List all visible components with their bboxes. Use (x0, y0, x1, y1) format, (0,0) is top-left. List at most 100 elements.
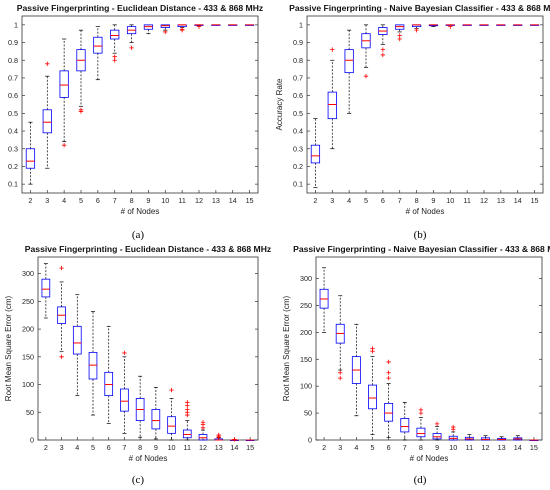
box-8 (126, 24, 137, 51)
box-11 (177, 24, 187, 33)
box-4 (351, 323, 361, 417)
chart-panel-c: Passive Fingerprinting - Euclidean Dista… (4, 244, 271, 463)
chart-panel-a: Passive Fingerprinting - Euclidean Dista… (8, 3, 263, 216)
y-tick-label: 250 (300, 301, 312, 310)
box-4 (344, 29, 354, 114)
y-tick-label: 1 (14, 20, 18, 29)
y-tick-label: 0.1 (8, 180, 18, 189)
box-body (93, 36, 103, 54)
box-15 (529, 439, 539, 442)
x-tick-label: 14 (514, 443, 522, 452)
panel-label: (d) (414, 474, 427, 486)
box-5 (88, 310, 98, 416)
box-body (104, 371, 114, 397)
y-tick-label: 200 (22, 325, 34, 334)
box-4 (59, 38, 69, 148)
x-tick-label: 12 (482, 443, 490, 452)
box-6 (384, 359, 394, 438)
box-body (416, 427, 426, 438)
box-8 (135, 375, 145, 438)
box-body (310, 144, 321, 164)
outlier-marker (78, 109, 84, 114)
outlier-marker (232, 437, 237, 442)
x-tick-label: 2 (44, 443, 48, 452)
plot-area (37, 256, 259, 441)
x-tick-label: 15 (530, 443, 538, 452)
box-body (72, 325, 82, 355)
box-body (198, 434, 208, 441)
y-tick-label: 300 (300, 274, 312, 283)
y-tick-label: 0.1 (293, 180, 303, 189)
box-13 (214, 432, 224, 441)
x-tick-label: 5 (364, 196, 368, 205)
x-tick-label: 3 (60, 443, 64, 452)
box-body (88, 351, 98, 380)
box-7 (400, 401, 410, 441)
box-7 (395, 24, 405, 42)
outlier-marker (185, 407, 190, 412)
panel-label: (c) (132, 474, 145, 486)
x-tick-label: 9 (435, 443, 439, 452)
outlier-marker (380, 52, 386, 58)
x-tick-label: 10 (161, 196, 169, 205)
box-15 (245, 439, 255, 442)
box-10 (445, 24, 455, 29)
outlier-marker (448, 24, 453, 29)
outlier-marker (45, 61, 50, 66)
box-7 (120, 350, 129, 434)
x-tick-label: 6 (107, 443, 111, 452)
box-3 (42, 61, 52, 169)
box-6 (93, 26, 103, 81)
outlier-marker (169, 387, 174, 393)
x-tick-label: 9 (146, 196, 150, 205)
box-body (120, 388, 129, 412)
x-tick-label: 14 (229, 196, 237, 205)
y-axis-label: Accuracy Rate (275, 78, 284, 131)
x-tick-label: 12 (195, 196, 203, 205)
y-tick-label: 250 (22, 297, 34, 306)
box-2 (41, 263, 51, 319)
box-13 (497, 436, 507, 441)
x-tick-label: 6 (96, 196, 100, 205)
box-body (384, 402, 394, 422)
x-tick-label: 8 (130, 196, 134, 205)
x-tick-label: 13 (212, 196, 220, 205)
chart-title: Passive Fingerprinting - Naive Bayesian … (293, 244, 550, 254)
outlier-marker (112, 58, 117, 63)
y-axis-label: Root Mean Square Error (cm) (4, 295, 13, 401)
y-tick-label: 100 (300, 382, 312, 391)
x-tick-label: 9 (154, 443, 158, 452)
x-tick-label: 8 (138, 443, 142, 452)
box-body (167, 416, 176, 434)
x-tick-label: 15 (246, 443, 254, 452)
box-2 (319, 267, 329, 333)
x-tick-label: 13 (498, 443, 506, 452)
box-9 (143, 24, 154, 35)
chart-title: Passive Fingerprinting - Euclidean Dista… (17, 3, 263, 13)
x-tick-label: 11 (178, 196, 185, 205)
box-body (25, 148, 36, 169)
y-tick-label: 0.2 (8, 162, 18, 171)
outlier-marker (61, 143, 67, 148)
x-tick-label: 11 (463, 196, 470, 205)
outlier-marker (200, 420, 206, 425)
box-body (151, 409, 161, 430)
y-tick-label: 0.9 (8, 38, 18, 47)
outlier-marker (59, 354, 64, 360)
outlier-marker (129, 45, 134, 51)
chart-title: Passive Fingerprinting - Naive Bayesian … (289, 3, 550, 13)
x-tick-label: 3 (330, 196, 334, 205)
box-11 (462, 24, 472, 26)
x-tick-label: 4 (347, 196, 351, 205)
x-tick-label: 2 (313, 196, 317, 205)
box-3 (57, 265, 66, 360)
outlier-marker (338, 370, 343, 375)
x-tick-label: 15 (246, 196, 254, 205)
box-7 (110, 24, 120, 63)
box-5 (361, 24, 371, 79)
box-9 (151, 386, 161, 440)
box-body (344, 49, 354, 74)
x-tick-label: 7 (113, 196, 117, 205)
chart-panel-d: Passive Fingerprinting - Naive Bayesian … (282, 244, 550, 463)
